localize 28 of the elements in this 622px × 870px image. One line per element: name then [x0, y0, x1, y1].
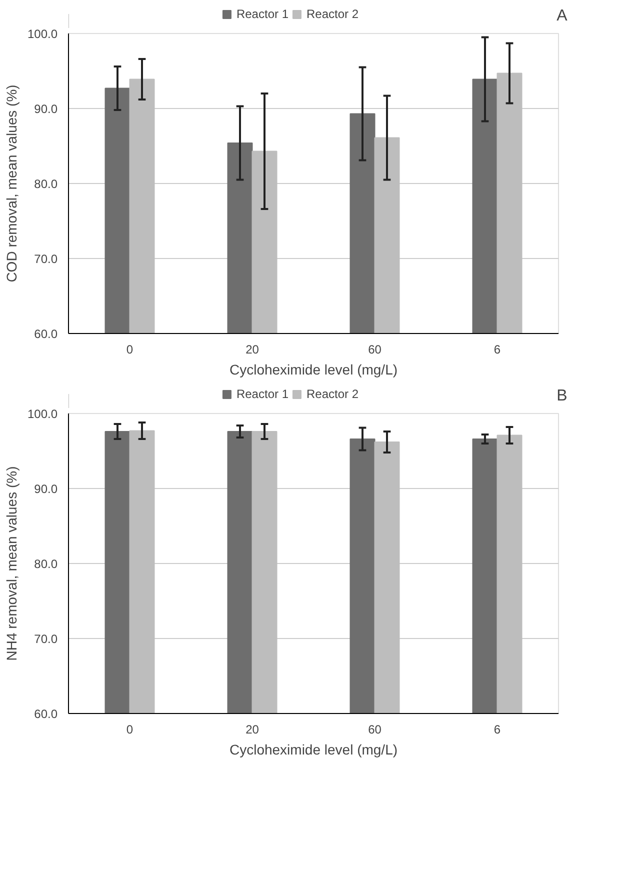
legend-label: Reactor 2 [306, 387, 359, 401]
x-tick-label: 20 [246, 722, 260, 736]
y-tick-label: 80.0 [34, 557, 58, 571]
y-tick-label: 60.0 [34, 707, 58, 721]
y-tick-label: 90.0 [34, 102, 58, 116]
y-tick-label: 60.0 [34, 327, 58, 341]
x-tick-label: 20 [246, 342, 260, 356]
legend-label: Reactor 1 [236, 387, 288, 401]
x-tick-label: 60 [368, 722, 382, 736]
x-tick-label: 60 [368, 342, 382, 356]
x-tick-label: 0 [126, 342, 134, 356]
x-tick-label: 6 [494, 722, 501, 736]
y-tick-label: 90.0 [34, 482, 58, 496]
y-tick-label: 100.0 [27, 407, 58, 421]
x-tick-label: 6 [494, 342, 501, 356]
text: A [556, 7, 568, 24]
y-tick-label: 100.0 [27, 27, 58, 41]
text: B [556, 387, 568, 404]
legend-label: Reactor 2 [306, 7, 359, 21]
y-axis-title: NH4 removal, mean values (%) [3, 466, 20, 661]
y-tick-label: 70.0 [34, 252, 58, 266]
y-tick-label: 80.0 [34, 177, 58, 191]
y-tick-label: 70.0 [34, 632, 58, 646]
y-axis-title: COD removal, mean values (%) [3, 84, 20, 282]
x-axis-title: Cycloheximide level (mg/L) [229, 362, 398, 378]
x-tick-label: 0 [126, 722, 134, 736]
legend-label: Reactor 1 [236, 7, 288, 21]
x-axis-title: Cycloheximide level (mg/L) [229, 742, 398, 758]
